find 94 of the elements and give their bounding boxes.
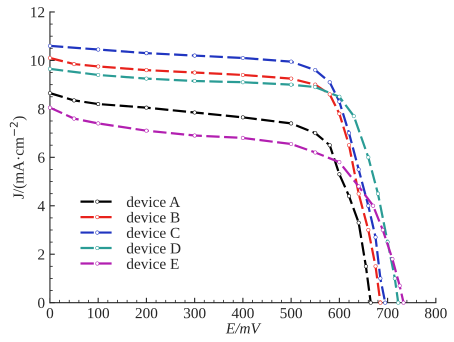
legend-label: device B	[126, 212, 180, 223]
point	[192, 78, 197, 84]
point	[192, 134, 197, 138]
point	[240, 80, 245, 84]
point	[289, 76, 294, 81]
point	[374, 235, 378, 240]
point	[144, 76, 148, 81]
point	[337, 112, 342, 116]
point	[366, 155, 370, 160]
point	[72, 98, 76, 102]
x-tick-label: 800	[424, 308, 447, 318]
point	[392, 276, 397, 280]
point	[240, 72, 245, 77]
point	[396, 300, 400, 305]
x-tick-label: 400	[232, 308, 254, 318]
point	[72, 62, 76, 66]
point	[240, 115, 245, 120]
point	[313, 85, 318, 90]
point	[356, 192, 361, 196]
y-tick-label: 12	[31, 7, 44, 18]
point	[289, 82, 294, 87]
point	[289, 142, 294, 146]
x-tick-label: 100	[88, 308, 110, 318]
point	[356, 184, 361, 188]
point	[352, 114, 356, 118]
point	[376, 192, 380, 196]
x-tick-label: 500	[280, 308, 302, 318]
x-tick-label: 700	[377, 308, 398, 318]
point	[144, 128, 148, 133]
legend-label: device A	[126, 196, 180, 208]
point	[378, 276, 382, 280]
point	[346, 131, 352, 136]
point	[72, 116, 76, 121]
point	[96, 64, 100, 68]
point	[313, 131, 318, 136]
point	[337, 100, 342, 104]
point	[289, 60, 294, 64]
point	[328, 80, 332, 84]
point	[371, 204, 376, 208]
point	[390, 257, 394, 262]
y-tick-label: 0	[38, 298, 44, 308]
point	[240, 56, 245, 60]
x-tick-label: 0	[46, 308, 54, 318]
point	[380, 228, 385, 232]
point	[328, 143, 332, 148]
point	[96, 121, 100, 126]
point	[192, 70, 197, 75]
x-tick-label: 300	[184, 308, 206, 318]
point	[48, 91, 52, 96]
y-tick-label: 10	[31, 56, 44, 66]
point	[346, 194, 352, 198]
point	[48, 56, 52, 60]
point	[337, 94, 342, 99]
point	[144, 68, 148, 72]
point	[402, 300, 406, 305]
point	[383, 300, 388, 305]
point	[313, 68, 318, 72]
point	[48, 106, 52, 110]
point	[366, 204, 370, 208]
point	[144, 106, 148, 110]
y-tick-label: 2	[38, 249, 44, 260]
y-tick-label: 8	[38, 104, 44, 114]
point	[289, 121, 294, 126]
x-axis-title: E/mV	[226, 323, 262, 334]
point	[368, 300, 373, 305]
point	[364, 264, 368, 268]
y-tick-label: 6	[38, 152, 45, 163]
point	[337, 172, 342, 176]
point	[398, 284, 402, 288]
point	[192, 110, 197, 115]
point	[144, 51, 148, 56]
legend-label: device D	[126, 242, 180, 254]
point	[48, 66, 52, 71]
point	[48, 44, 52, 48]
point	[356, 167, 361, 172]
point	[366, 228, 370, 232]
x-tick-label: 200	[136, 308, 158, 318]
point	[96, 102, 100, 106]
point	[313, 150, 318, 154]
y-tick-label: 4	[38, 201, 45, 212]
point	[328, 92, 332, 96]
point	[337, 160, 342, 164]
legend-label: device E	[126, 258, 179, 270]
point	[96, 72, 100, 77]
point	[378, 300, 382, 305]
point	[356, 220, 361, 225]
point	[192, 54, 197, 58]
x-tick-label: 600	[328, 308, 350, 318]
point	[96, 48, 100, 52]
point	[374, 264, 378, 268]
point	[346, 143, 352, 148]
legend-label: device C	[126, 227, 180, 238]
point	[240, 136, 245, 140]
y-axis-title: J/(mA·cm$^{−2}$)	[10, 116, 27, 199]
